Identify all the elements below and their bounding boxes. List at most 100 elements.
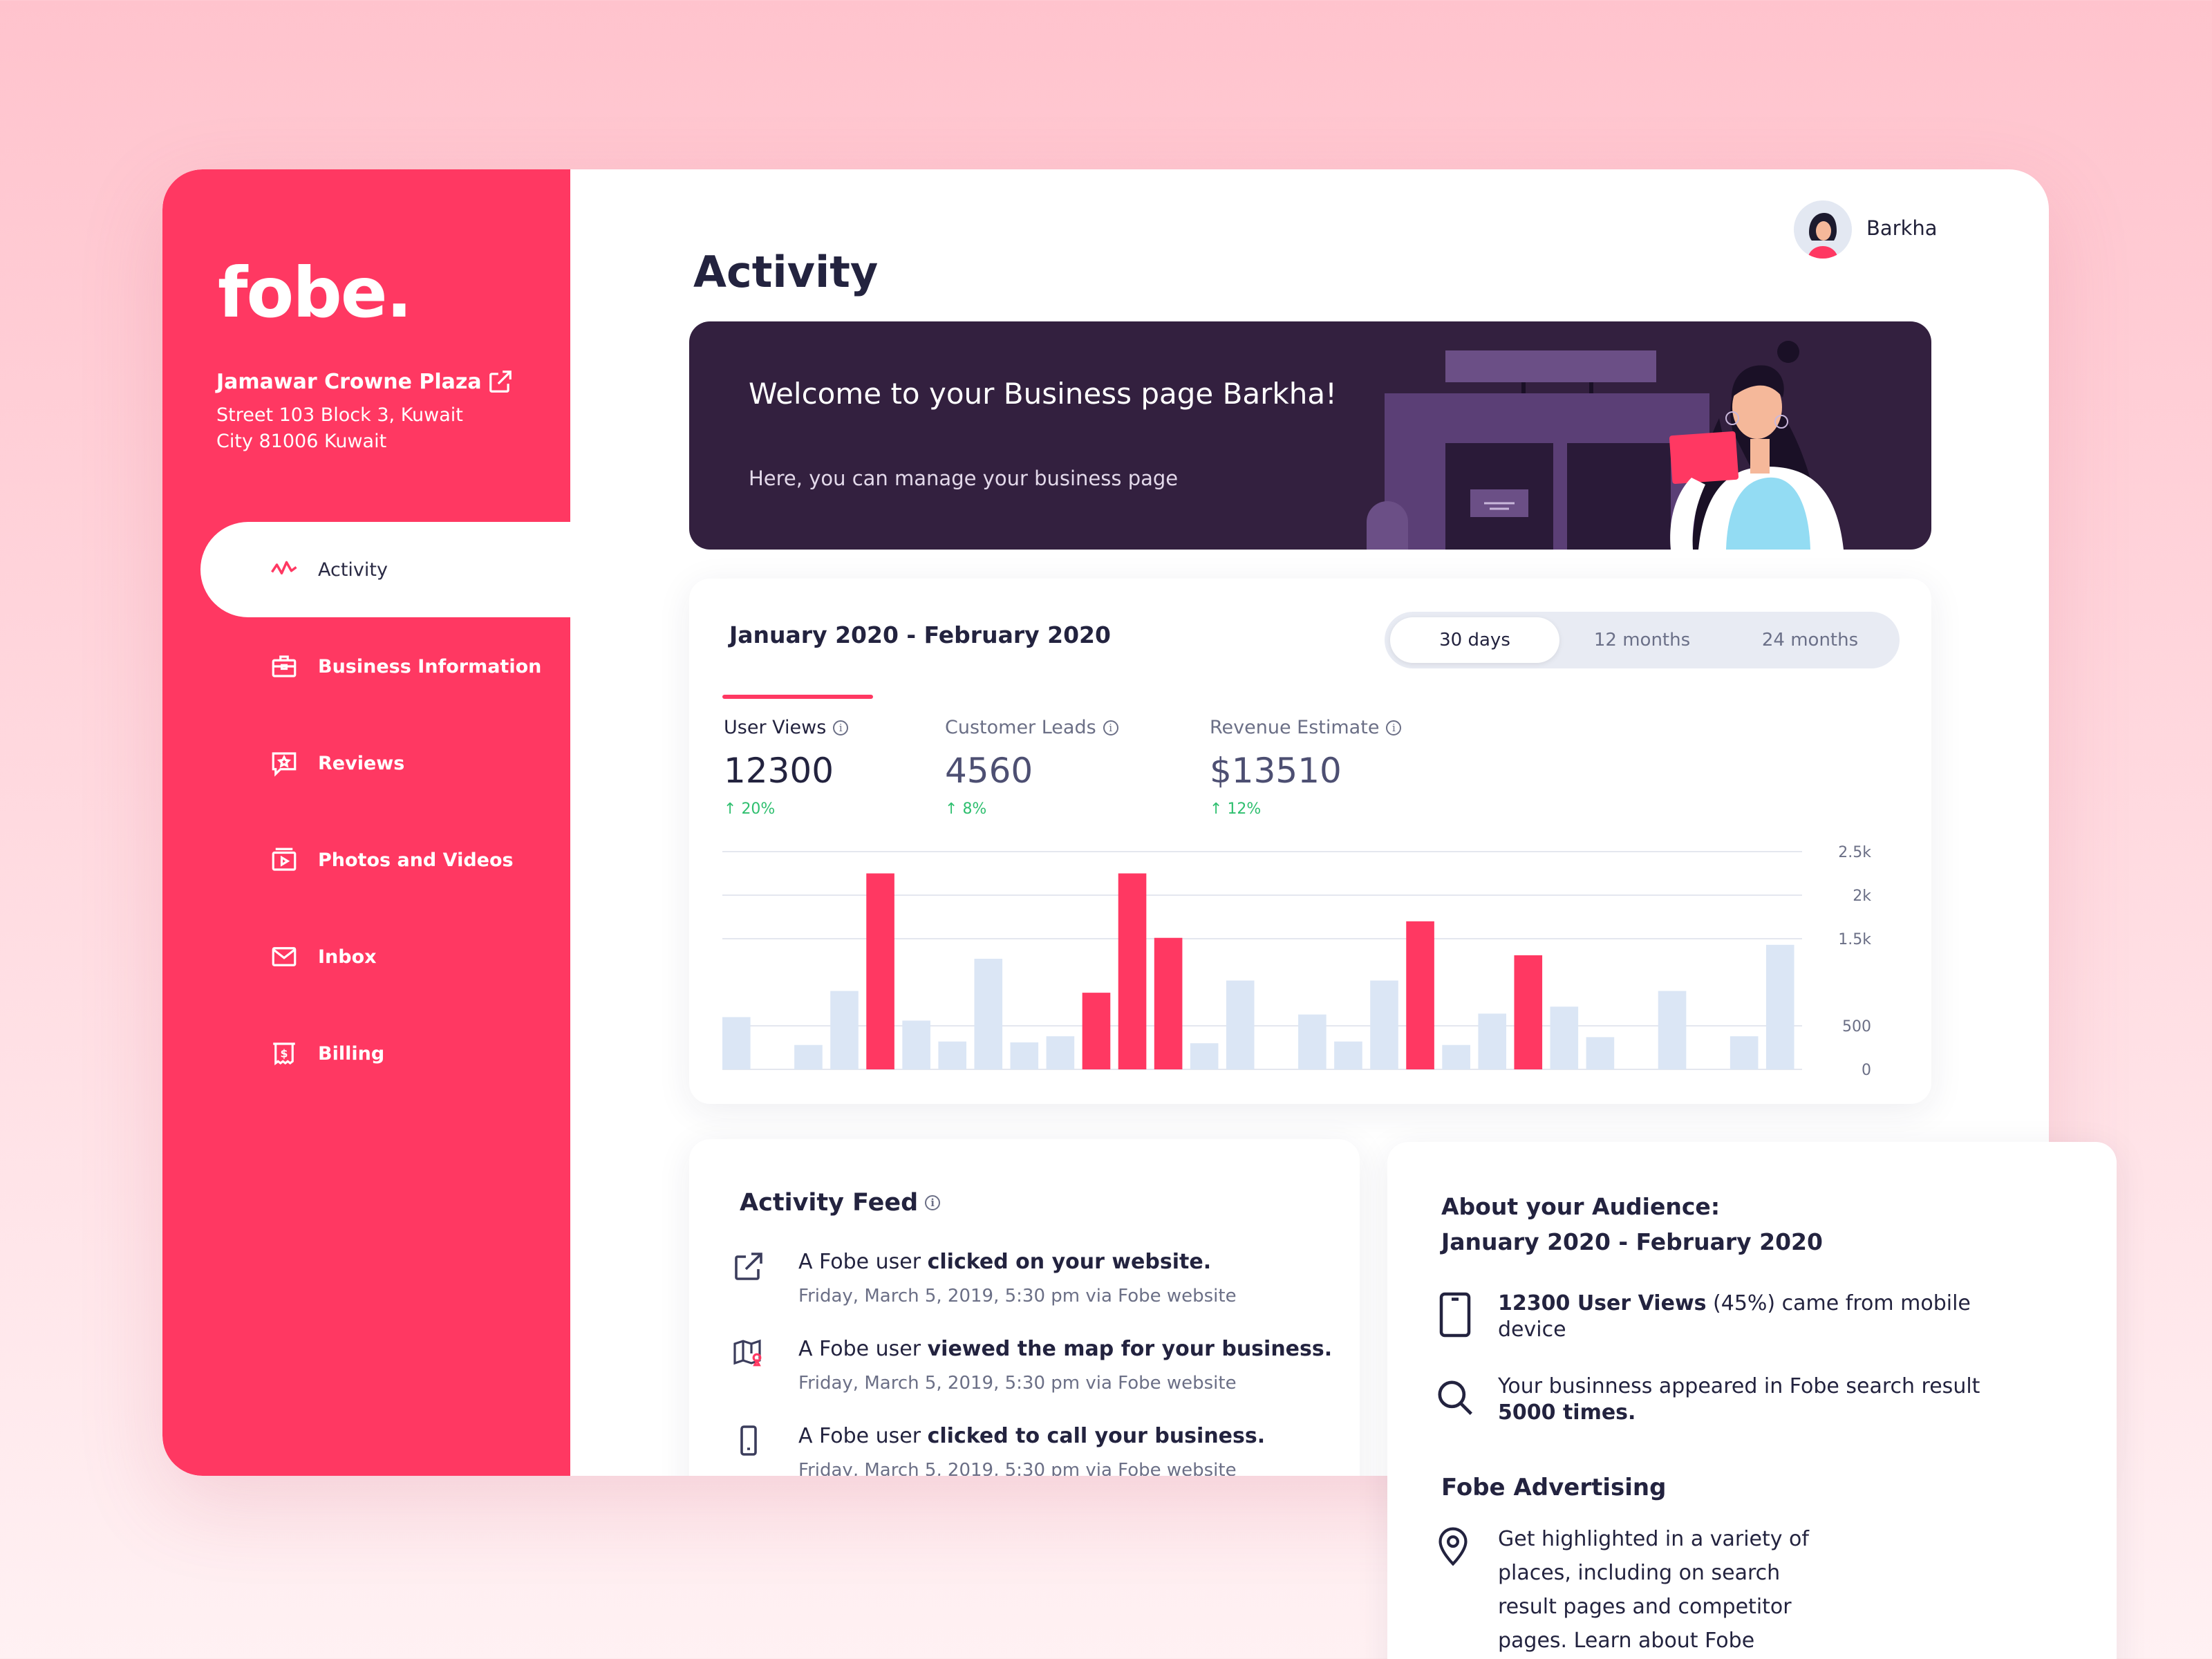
chart-bar[interactable] xyxy=(974,958,1003,1069)
sidebar-item-photos-and-videos[interactable]: Photos and Videos xyxy=(200,812,574,908)
advertising-text: Get highlighted in a variety of places, … xyxy=(1498,1527,1809,1653)
audience-item-rest: (45%) came from mobile device xyxy=(1498,1291,1971,1342)
chart-bar[interactable] xyxy=(1478,1013,1507,1069)
metric-value: $13510 xyxy=(1210,751,1342,791)
audience-item-text: Your businness appeared in Fobe search r… xyxy=(1498,1374,1996,1426)
metric-change-value: 20% xyxy=(741,800,776,818)
period-30-days-button[interactable]: 30 days xyxy=(1390,617,1559,663)
media-icon xyxy=(272,847,297,871)
mobile-icon xyxy=(1439,1292,1471,1338)
sidebar-item-billing[interactable]: $ Billing xyxy=(200,1006,574,1101)
feed-item-text: A Fobe user clicked to call your busines… xyxy=(798,1424,1265,1448)
chart-bar[interactable] xyxy=(1082,993,1111,1069)
metric-user-views[interactable]: User Views i 12300 ↑ 20% xyxy=(724,717,849,818)
feed-item[interactable]: A Fobe user clicked to call your busines… xyxy=(732,1424,1340,1476)
sidebar-item-label: Billing xyxy=(318,1042,385,1065)
chart-bar[interactable] xyxy=(1406,921,1434,1069)
feed-item-prefix: A Fobe user xyxy=(798,1337,928,1361)
y-tick-label: 500 xyxy=(1842,1018,1871,1035)
chart-bar[interactable] xyxy=(1730,1036,1759,1069)
feed-item-action: clicked to call your business. xyxy=(927,1424,1266,1448)
metric-revenue-estimate[interactable]: Revenue Estimate i $13510 ↑ 12% xyxy=(1210,717,1402,818)
chart-bar[interactable] xyxy=(938,1041,967,1069)
info-icon[interactable]: i xyxy=(1386,720,1402,735)
chart-bar[interactable] xyxy=(1370,980,1398,1069)
chart-bar[interactable] xyxy=(1298,1014,1327,1069)
external-link-icon[interactable] xyxy=(487,368,514,395)
info-icon[interactable]: i xyxy=(925,1195,941,1210)
location-pin-icon xyxy=(1438,1527,1468,1566)
user-avatar-icon xyxy=(1794,200,1852,259)
chart-bar[interactable] xyxy=(1550,1006,1579,1069)
chart-bar[interactable] xyxy=(1226,980,1255,1069)
metric-change: ↑ 8% xyxy=(945,800,1118,818)
metric-change: ↑ 20% xyxy=(724,800,848,818)
selected-metric-indicator xyxy=(722,695,873,699)
chart-bar[interactable] xyxy=(1658,991,1687,1069)
date-range-title: January 2020 - February 2020 xyxy=(729,621,1111,648)
external-link-icon xyxy=(735,1253,762,1280)
briefcase-icon xyxy=(272,655,297,677)
chart-bar[interactable] xyxy=(1154,937,1183,1069)
feed-item-meta: Friday, March 5, 2019, 5:30 pm via Fobe … xyxy=(798,1286,1237,1306)
chart-bar[interactable] xyxy=(902,1020,930,1069)
feed-item-action: clicked on your website. xyxy=(927,1250,1212,1274)
mail-icon xyxy=(272,947,297,966)
page-title: Activity xyxy=(693,247,879,297)
sidebar-item-label: Business Information xyxy=(318,655,542,677)
chart-bar[interactable] xyxy=(830,991,859,1069)
metric-label: User Views i xyxy=(724,717,849,738)
arrow-up-icon: ↑ xyxy=(945,800,958,818)
period-toggle: 30 days 12 months 24 months xyxy=(1385,612,1900,668)
sidebar-item-inbox[interactable]: Inbox xyxy=(200,909,574,1004)
info-icon[interactable]: i xyxy=(1103,720,1118,735)
chart-bar[interactable] xyxy=(1586,1037,1615,1069)
chart-bar[interactable] xyxy=(1334,1041,1362,1069)
billing-icon: $ xyxy=(273,1042,295,1066)
svg-text:$: $ xyxy=(281,1047,288,1060)
chart-bar[interactable] xyxy=(1190,1043,1219,1069)
chart-bar[interactable] xyxy=(1118,873,1147,1070)
review-star-icon xyxy=(272,752,297,777)
sidebar-item-business-information[interactable]: Business Information xyxy=(200,619,574,714)
feed-item[interactable]: A Fobe user viewed the map for your busi… xyxy=(732,1337,1340,1413)
business-address-line1: Street 103 Block 3, Kuwait xyxy=(216,404,463,426)
sidebar-item-activity[interactable]: Activity xyxy=(200,522,574,617)
chart-bar[interactable] xyxy=(1442,1044,1470,1069)
feed-item-prefix: A Fobe user xyxy=(798,1424,928,1448)
chart-bar[interactable] xyxy=(722,1017,751,1069)
info-icon[interactable]: i xyxy=(833,720,849,735)
arrow-up-icon: ↑ xyxy=(1210,800,1223,818)
fobe-logo[interactable]: fobe. xyxy=(218,252,413,333)
avatar[interactable] xyxy=(1794,200,1852,259)
audience-item-highlight: 12300 User Views xyxy=(1498,1291,1707,1315)
chart-bar[interactable] xyxy=(1765,944,1794,1069)
chart-bar[interactable] xyxy=(866,873,894,1070)
sidebar: fobe. Jamawar Crowne Plaza Street 103 Bl… xyxy=(162,169,574,1476)
feed-item-meta: Friday, March 5, 2019, 5:30 pm via Fobe … xyxy=(798,1373,1237,1394)
chart-bar[interactable] xyxy=(1514,955,1543,1069)
user-views-bar-chart: 2.5k 2k 1.5k 500 0 xyxy=(722,845,1871,1079)
business-name: Jamawar Crowne Plaza xyxy=(216,370,482,394)
feed-item[interactable]: A Fobe user clicked on your website. Fri… xyxy=(732,1250,1340,1326)
feed-item-text: A Fobe user viewed the map for your busi… xyxy=(798,1337,1332,1361)
shop-illustration xyxy=(1367,341,1844,550)
audience-item-text: 12300 User Views (45%) came from mobile … xyxy=(1498,1291,1996,1343)
activity-feed-title-text: Activity Feed xyxy=(740,1189,919,1217)
feed-item-text: A Fobe user clicked on your website. xyxy=(798,1250,1211,1274)
sidebar-item-reviews[interactable]: Reviews xyxy=(200,715,574,811)
user-name[interactable]: Barkha xyxy=(1866,216,1938,240)
period-12-months-button[interactable]: 12 months xyxy=(1593,630,1691,650)
chart-bar[interactable] xyxy=(1010,1042,1039,1069)
feed-item-prefix: A Fobe user xyxy=(798,1250,928,1274)
audience-item-rest: Your businness appeared in Fobe search r… xyxy=(1498,1374,1980,1398)
period-24-months-button[interactable]: 24 months xyxy=(1761,630,1859,650)
chart-bar[interactable] xyxy=(794,1044,823,1069)
chart-bar[interactable] xyxy=(1046,1036,1075,1069)
metric-customer-leads[interactable]: Customer Leads i 4560 ↑ 8% xyxy=(945,717,1118,818)
sidebar-item-label: Inbox xyxy=(318,946,377,968)
metric-value: 4560 xyxy=(945,751,1033,791)
metric-change-value: 8% xyxy=(962,800,987,818)
advertising-title: Fobe Advertising xyxy=(1441,1474,1667,1501)
app-window: fobe. Jamawar Crowne Plaza Street 103 Bl… xyxy=(162,169,2049,1476)
